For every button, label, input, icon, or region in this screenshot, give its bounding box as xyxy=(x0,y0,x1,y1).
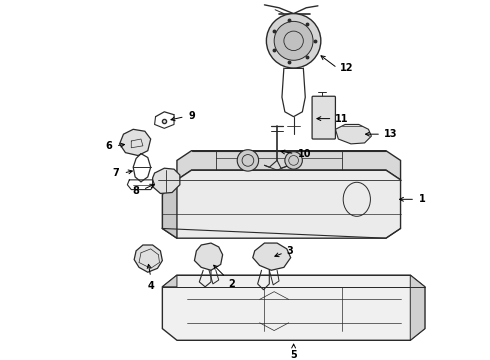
Circle shape xyxy=(267,14,321,68)
Polygon shape xyxy=(120,129,151,156)
Text: 12: 12 xyxy=(340,63,354,73)
Polygon shape xyxy=(162,275,177,287)
Text: 4: 4 xyxy=(147,281,154,291)
Text: 9: 9 xyxy=(189,111,196,121)
Polygon shape xyxy=(162,275,425,340)
Polygon shape xyxy=(336,125,371,144)
FancyBboxPatch shape xyxy=(312,96,336,139)
Text: 3: 3 xyxy=(287,246,294,256)
Circle shape xyxy=(285,152,302,169)
Text: 2: 2 xyxy=(228,279,235,289)
Polygon shape xyxy=(134,245,162,272)
Polygon shape xyxy=(253,243,291,270)
Text: 5: 5 xyxy=(290,350,297,360)
Text: 6: 6 xyxy=(105,141,112,151)
Text: 11: 11 xyxy=(336,114,349,123)
Polygon shape xyxy=(195,243,222,270)
Polygon shape xyxy=(153,168,180,193)
Text: 1: 1 xyxy=(419,194,426,204)
Text: 10: 10 xyxy=(297,149,311,159)
Circle shape xyxy=(274,21,313,60)
Polygon shape xyxy=(410,275,425,340)
Circle shape xyxy=(237,150,259,171)
Text: 8: 8 xyxy=(132,185,139,195)
Polygon shape xyxy=(162,170,400,238)
Text: 13: 13 xyxy=(384,129,397,139)
Polygon shape xyxy=(177,151,400,180)
Polygon shape xyxy=(162,180,177,238)
Text: 7: 7 xyxy=(113,168,120,178)
